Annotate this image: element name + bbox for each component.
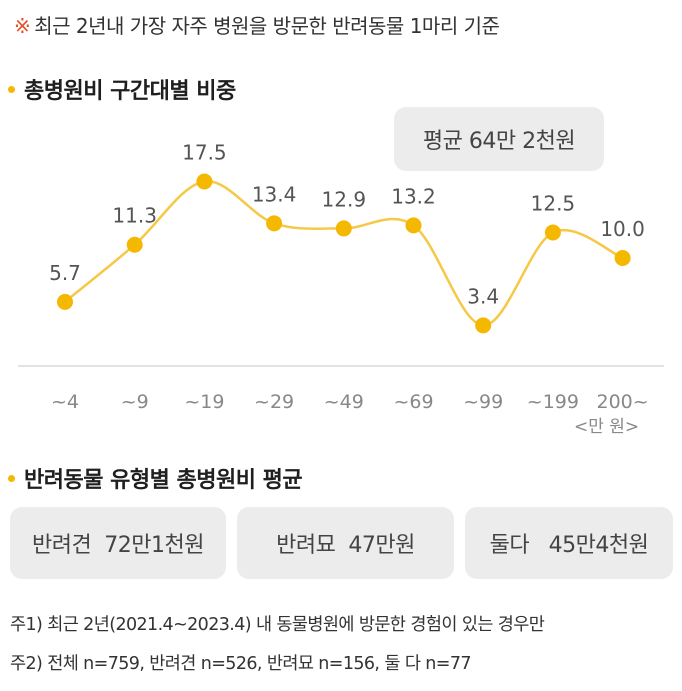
x-tick-label: ~69 [393, 391, 433, 413]
section-title-cost-distribution: 총병원비 구간대별 비중 [8, 73, 236, 105]
pet-type-card-both: 둘다 45만4천원 [465, 507, 673, 579]
data-label: 12.9 [322, 187, 367, 211]
data-label: 12.5 [531, 192, 576, 216]
data-point [405, 217, 422, 234]
data-label: 17.5 [182, 141, 227, 165]
pet-type-card-cat: 반려묘 47만원 [237, 507, 454, 579]
header-note: ※ 최근 2년내 가장 자주 병원을 방문한 반려동물 1마리 기준 [14, 10, 500, 39]
data-label: 10.0 [600, 217, 645, 241]
data-point [544, 224, 561, 241]
data-point [126, 236, 143, 253]
footnote-1: 주1) 최근 2년(2021.4~2023.4) 내 동물병원에 방문한 경험이… [10, 615, 545, 635]
data-point [614, 250, 631, 266]
data-point [475, 317, 492, 334]
x-tick-label: ~29 [254, 391, 294, 413]
data-point [266, 215, 283, 232]
bullet-dot-icon [8, 474, 15, 482]
pet-type-card-dog: 반려견 72만1천원 [10, 507, 226, 579]
line-chart: 5.7 ~4 11.3 ~9 17.5 ~19 13.4 ~29 12.9 ~49 13.2 ~69 3… [18, 141, 664, 413]
data-label: 11.3 [112, 204, 157, 228]
header-note-text: 최근 2년내 가장 자주 병원을 방문한 반려동물 1마리 기준 [34, 14, 500, 38]
section-title-text: 반려동물 유형별 총병원비 평균 [24, 468, 303, 493]
data-label: 3.4 [467, 284, 499, 308]
average-cost-badge: 평균 64만 2천원 [394, 107, 604, 171]
reference-mark-icon: ※ [14, 14, 31, 38]
bullet-dot-icon [8, 85, 15, 93]
section-title-text: 총병원비 구간대별 비중 [24, 79, 236, 104]
x-tick-label: ~49 [324, 391, 364, 413]
data-point [196, 173, 213, 190]
x-tick-label: ~9 [121, 391, 149, 413]
x-tick-label: ~19 [184, 391, 224, 413]
data-point [335, 220, 352, 237]
section-title-pet-type-average: 반려동물 유형별 총병원비 평균 [8, 462, 303, 494]
x-tick-label: 200~ [597, 391, 649, 413]
x-tick-label: ~99 [463, 391, 503, 413]
x-tick-label: ~199 [527, 391, 579, 413]
footnote-2: 주2) 전체 n=759, 반려견 n=526, 반려묘 n=156, 둘 다 … [10, 654, 472, 674]
data-point [57, 293, 73, 310]
x-axis-unit-label: <만 원> [574, 417, 640, 437]
data-label: 13.4 [252, 182, 297, 206]
data-label: 13.2 [391, 184, 436, 208]
data-label: 5.7 [49, 261, 81, 285]
x-tick-label: ~4 [51, 391, 79, 413]
